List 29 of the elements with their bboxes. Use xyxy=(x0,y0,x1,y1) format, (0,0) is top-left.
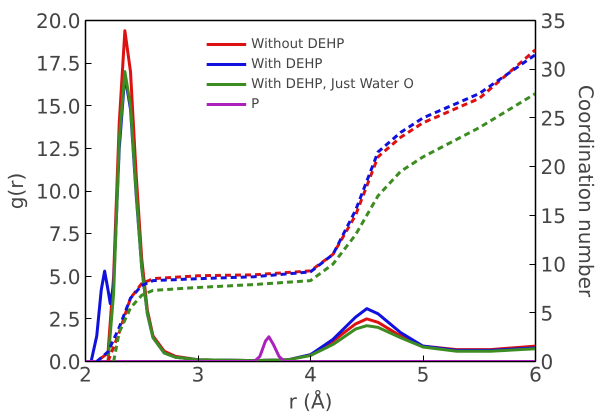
y-tick-label: 20.0 xyxy=(36,9,80,33)
y2-tick-label: 15 xyxy=(540,204,566,228)
y-tick-label: 7.5 xyxy=(48,222,81,246)
y-tick-label: 10.0 xyxy=(36,180,80,204)
x-axis-title: r (Å) xyxy=(288,390,332,414)
y-tick-label: 2.5 xyxy=(48,307,81,332)
x-tick-label: 3 xyxy=(192,362,204,386)
y2-tick-label: 5 xyxy=(540,301,554,326)
y-axis-title: g(r) xyxy=(4,172,28,210)
y2-tick-label: 25 xyxy=(540,106,566,130)
x-tick-label: 6 xyxy=(529,362,542,386)
y-tick-label: 5.0 xyxy=(48,264,81,289)
y2-axis-title: Coordination number xyxy=(574,84,598,298)
y-tick-label: 12.5 xyxy=(36,136,80,161)
legend-label: With DEHP xyxy=(251,56,322,72)
y-tick-label: 17.5 xyxy=(36,52,80,76)
y2-tick-label: 30 xyxy=(540,58,566,82)
y2-tick-label: 10 xyxy=(540,252,566,277)
x-tick-label: 2 xyxy=(79,362,92,386)
y-tick-label: 0.0 xyxy=(48,350,81,374)
legend-label: P xyxy=(251,96,260,112)
legend-label: Without DEHP xyxy=(251,36,344,52)
legend-label: With DEHP, Just Water O xyxy=(251,76,414,92)
y2-tick-label: 0 xyxy=(540,350,554,374)
x-tick-label: 5 xyxy=(416,362,430,386)
y2-tick-label: 35 xyxy=(540,9,566,33)
x-tick-label: 4 xyxy=(304,362,317,386)
y2-tick-label: 20 xyxy=(540,155,566,180)
y-tick-label: 15.0 xyxy=(36,94,80,118)
